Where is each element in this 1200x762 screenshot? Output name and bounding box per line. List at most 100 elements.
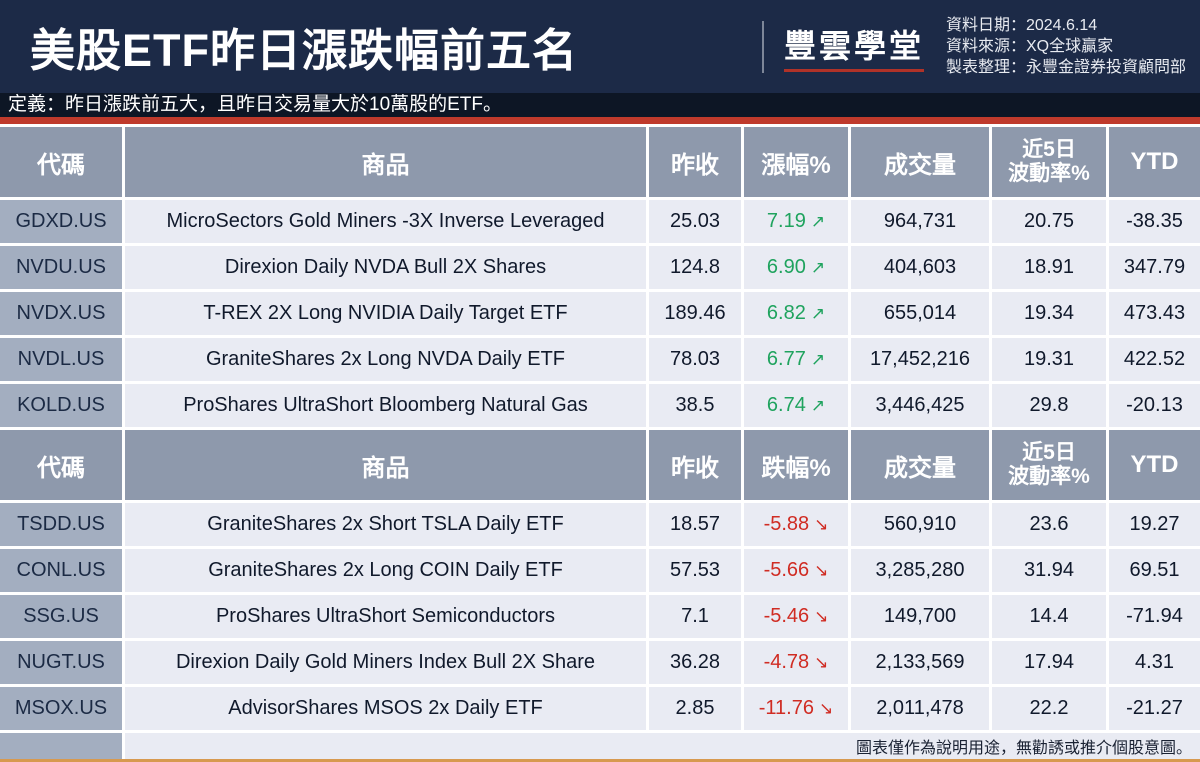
etf-name: Direxion Daily NVDA Bull 2X Shares: [125, 246, 646, 289]
change-pct: 6.82 ↗: [744, 292, 848, 335]
volatility-5d: 22.2: [992, 687, 1106, 730]
meta-data-date: 資料日期：2024.6.14: [946, 15, 1186, 36]
change-value: -4.78: [763, 651, 810, 673]
down-arrow-icon: ↘: [814, 606, 829, 626]
volume: 17,452,216: [851, 338, 989, 381]
etf-name: MicroSectors Gold Miners -3X Inverse Lev…: [125, 200, 646, 243]
down-arrow-icon: ↘: [814, 514, 829, 534]
etf-code: SSG.US: [0, 595, 122, 638]
meta-compiled-by: 製表整理：永豐金證券投資顧問部: [946, 57, 1186, 78]
change-pct: 6.90 ↗: [744, 246, 848, 289]
etf-code: TSDD.US: [0, 503, 122, 546]
prev-close: 36.28: [649, 641, 741, 684]
change-value: -5.88: [763, 513, 810, 535]
prev-close: 78.03: [649, 338, 741, 381]
volatility-line1: 近5日: [1022, 440, 1076, 464]
gainer-row: GDXD.US MicroSectors Gold Miners -3X Inv…: [0, 200, 1200, 243]
loser-row: CONL.US GraniteShares 2x Long COIN Daily…: [0, 549, 1200, 592]
change-pct: -11.76 ↘: [744, 687, 848, 730]
col-header-gain-pct: 漲幅%: [744, 127, 848, 197]
change-pct: 6.77 ↗: [744, 338, 848, 381]
change-pct: 6.74 ↗: [744, 384, 848, 427]
gainer-row: NVDX.US T-REX 2X Long NVIDIA Daily Targe…: [0, 292, 1200, 335]
etf-name: ProShares UltraShort Semiconductors: [125, 595, 646, 638]
gainer-row: NVDL.US GraniteShares 2x Long NVDA Daily…: [0, 338, 1200, 381]
red-divider-bar: [0, 117, 1200, 124]
ytd-return: 4.31: [1109, 641, 1200, 684]
col-header-ytd: YTD: [1109, 127, 1200, 197]
etf-code: CONL.US: [0, 549, 122, 592]
ytd-return: -20.13: [1109, 384, 1200, 427]
meta-value: XQ全球贏家: [1025, 38, 1114, 55]
col-header-ytd: YTD: [1109, 430, 1200, 500]
col-header-volume: 成交量: [851, 127, 989, 197]
ytd-return: 347.79: [1109, 246, 1200, 289]
loser-row: MSOX.US AdvisorShares MSOS 2x Daily ETF …: [0, 687, 1200, 730]
page-title: 美股ETF昨日漲跌幅前五名: [30, 25, 578, 76]
ytd-return: -38.35: [1109, 200, 1200, 243]
ytd-return: 473.43: [1109, 292, 1200, 335]
down-arrow-icon: ↘: [814, 560, 829, 580]
etf-name: T-REX 2X Long NVIDIA Daily Target ETF: [125, 292, 646, 335]
volatility-5d: 18.91: [992, 246, 1106, 289]
change-value: 7.19: [766, 210, 806, 232]
prev-close: 7.1: [649, 595, 741, 638]
col-header-code: 代碼: [0, 430, 122, 500]
volatility-line2: 波動率%: [1008, 162, 1090, 185]
prev-close: 124.8: [649, 246, 741, 289]
volatility-5d: 23.6: [992, 503, 1106, 546]
volume: 655,014: [851, 292, 989, 335]
down-arrow-icon: ↘: [814, 652, 829, 672]
prev-close: 38.5: [649, 384, 741, 427]
ytd-return: 19.27: [1109, 503, 1200, 546]
top-banner: 美股ETF昨日漲跌幅前五名 豐雲學堂 資料日期：2024.6.14 資料來源：X…: [0, 0, 1200, 93]
etf-code: MSOX.US: [0, 687, 122, 730]
disclaimer-text: 圖表僅作為說明用途，無勸誘或推介個股意圖。: [125, 733, 1200, 759]
col-header-close: 昨收: [649, 430, 741, 500]
volatility-5d: 20.75: [992, 200, 1106, 243]
volatility-5d: 31.94: [992, 549, 1106, 592]
etf-code: GDXD.US: [0, 200, 122, 243]
col-header-product: 商品: [125, 127, 646, 197]
up-arrow-icon: ↗: [810, 395, 826, 415]
change-value: 6.77: [766, 348, 806, 370]
volatility-line1: 近5日: [1022, 137, 1076, 161]
col-header-code: 代碼: [0, 127, 122, 197]
ytd-return: -21.27: [1109, 687, 1200, 730]
etf-code: NVDU.US: [0, 246, 122, 289]
change-value: 6.74: [766, 394, 806, 416]
volatility-5d: 29.8: [992, 384, 1106, 427]
volume: 2,011,478: [851, 687, 989, 730]
etf-code: NVDX.US: [0, 292, 122, 335]
meta-label: 資料日期：: [945, 17, 1026, 34]
footer-code-cell: [0, 733, 122, 759]
change-pct: -4.78 ↘: [744, 641, 848, 684]
brand-logo: 豐雲學堂: [783, 21, 924, 72]
up-arrow-icon: ↗: [810, 303, 826, 323]
meta-value: 永豐金證券投資顧問部: [1025, 59, 1186, 76]
col-header-loss-pct: 跌幅%: [744, 430, 848, 500]
col-header-volatility: 近5日 波動率%: [992, 127, 1106, 197]
col-header-close: 昨收: [649, 127, 741, 197]
meta-label: 製表整理：: [945, 59, 1026, 76]
prev-close: 2.85: [649, 687, 741, 730]
meta-data-source: 資料來源：XQ全球贏家: [946, 36, 1186, 57]
etf-table: 代碼 商品 昨收 漲幅% 成交量 近5日 波動率% YTD GDXD.US Mi…: [0, 124, 1200, 759]
meta-value: 2024.6.14: [1025, 17, 1098, 34]
etf-code: NVDL.US: [0, 338, 122, 381]
bottom-orange-bar: [0, 759, 1200, 762]
volatility-5d: 19.31: [992, 338, 1106, 381]
etf-name: Direxion Daily Gold Miners Index Bull 2X…: [125, 641, 646, 684]
up-arrow-icon: ↗: [810, 257, 826, 277]
volume: 560,910: [851, 503, 989, 546]
etf-code: NUGT.US: [0, 641, 122, 684]
gainer-row: NVDU.US Direxion Daily NVDA Bull 2X Shar…: [0, 246, 1200, 289]
footer-row: 圖表僅作為說明用途，無勸誘或推介個股意圖。: [0, 733, 1200, 759]
etf-name: AdvisorShares MSOS 2x Daily ETF: [125, 687, 646, 730]
col-header-volume: 成交量: [851, 430, 989, 500]
definition-strip: 定義：昨日漲跌前五大，且昨日交易量大於10萬股的ETF。: [0, 93, 1200, 117]
col-header-volatility: 近5日 波動率%: [992, 430, 1106, 500]
change-value: -5.46: [763, 605, 810, 627]
col-header-product: 商品: [125, 430, 646, 500]
